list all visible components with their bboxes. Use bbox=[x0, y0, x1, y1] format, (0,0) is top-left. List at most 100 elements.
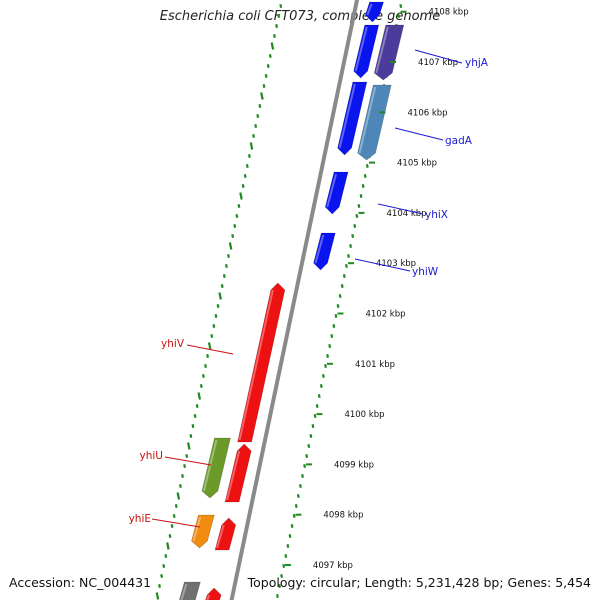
track-tick bbox=[181, 474, 184, 478]
backbone-line bbox=[229, 0, 360, 600]
track-tick bbox=[347, 254, 350, 258]
scale-label-4107: 4107 kbp bbox=[418, 58, 458, 68]
track-tick bbox=[282, 564, 286, 568]
track-tick bbox=[216, 304, 220, 308]
scale-label-4098: 4098 kbp bbox=[323, 511, 363, 521]
track-tick bbox=[206, 354, 210, 358]
reverse-gene-3-shine bbox=[216, 524, 225, 549]
track-tick bbox=[303, 464, 307, 468]
track-tick bbox=[330, 334, 334, 338]
track-tick bbox=[340, 284, 344, 288]
track-tick bbox=[178, 484, 182, 488]
track-tick bbox=[210, 334, 214, 338]
track-tick bbox=[277, 14, 281, 18]
reverse-gene-7 bbox=[179, 581, 201, 600]
track-tick bbox=[363, 174, 367, 178]
track-tick bbox=[292, 514, 296, 518]
forward-gene-3-shine bbox=[326, 173, 338, 208]
track-tick bbox=[317, 394, 321, 398]
track-tick bbox=[361, 184, 365, 188]
reverse-gene-1-body bbox=[237, 282, 286, 443]
reverse-gene-3 bbox=[214, 517, 237, 551]
forward-gene-4-shine bbox=[314, 234, 325, 264]
track-tick bbox=[183, 464, 187, 468]
track-tick bbox=[351, 234, 355, 238]
reverse-gene-1-shine bbox=[238, 289, 274, 441]
gene-label-yhjA: yhjA bbox=[465, 57, 489, 69]
track-tick bbox=[256, 114, 260, 118]
track-tick bbox=[355, 214, 359, 218]
track-tick bbox=[273, 34, 276, 38]
reverse-gene-6 bbox=[191, 514, 215, 549]
track-tick bbox=[247, 154, 251, 158]
track-tick bbox=[155, 592, 160, 600]
forward-gene-7-body bbox=[357, 84, 392, 161]
track-tick bbox=[162, 564, 166, 568]
track-tick bbox=[228, 242, 233, 250]
track-tick bbox=[349, 244, 353, 248]
track-tick bbox=[224, 264, 228, 268]
track-tick bbox=[249, 142, 254, 150]
track-tick bbox=[172, 514, 176, 518]
track-tick bbox=[195, 404, 199, 408]
reverse-gene-6-body bbox=[191, 514, 215, 549]
gene-label-yhiV: yhiV bbox=[161, 338, 185, 350]
reverse-gene-1 bbox=[237, 282, 286, 443]
forward-gene-7-shine bbox=[358, 86, 377, 154]
reverse-gene-5-body bbox=[201, 437, 231, 499]
track-tick bbox=[334, 314, 338, 318]
track-tick bbox=[264, 74, 268, 78]
forward-gene-2-shine bbox=[338, 83, 356, 149]
track-tick bbox=[243, 174, 247, 178]
track-tick bbox=[262, 84, 266, 88]
track-tick bbox=[365, 164, 369, 168]
track-tick bbox=[260, 92, 264, 100]
track-tick bbox=[199, 384, 203, 388]
track-tick bbox=[235, 214, 239, 218]
gene-label-yhiE: yhiE bbox=[129, 513, 151, 525]
forward-gene-6-body bbox=[373, 24, 405, 81]
gene-leader-yhiU bbox=[164, 456, 212, 466]
reverse-gene-6-shine bbox=[192, 516, 202, 542]
forward-gene-5 bbox=[365, 1, 384, 23]
forward-gene-2-body bbox=[337, 81, 368, 156]
track-tick bbox=[342, 274, 346, 278]
reverse-gene-3-body bbox=[214, 517, 237, 551]
track-tick bbox=[338, 294, 342, 298]
reverse-gene-5 bbox=[201, 437, 231, 499]
scale-label-4106: 4106 kbp bbox=[408, 108, 448, 118]
forward-gene-6-shine bbox=[375, 26, 389, 74]
track-tick bbox=[305, 454, 309, 458]
forward-gene-6 bbox=[373, 24, 405, 81]
track-tick bbox=[266, 64, 270, 68]
forward-gene-5-shine bbox=[366, 3, 373, 16]
reverse-gene-5-shine bbox=[202, 439, 218, 492]
reverse-gene-4-shine bbox=[206, 594, 211, 600]
track-tick bbox=[187, 442, 191, 450]
gene-leader-yhiE bbox=[151, 518, 201, 528]
track-tick bbox=[207, 342, 212, 350]
track-tick bbox=[214, 314, 218, 318]
track-tick bbox=[344, 264, 348, 268]
track-tick bbox=[296, 494, 300, 498]
forward-gene-1 bbox=[353, 24, 380, 79]
track-tick bbox=[245, 164, 249, 168]
track-tick bbox=[357, 204, 361, 208]
reverse-gene-2-body bbox=[224, 443, 252, 503]
forward-gene-5-body bbox=[365, 1, 384, 23]
gene-leader-yhiW bbox=[354, 258, 411, 272]
track-tick bbox=[204, 364, 207, 368]
track-tick bbox=[197, 392, 202, 400]
track-tick bbox=[319, 384, 323, 388]
track-tick bbox=[275, 24, 278, 28]
forward-gene-1-shine bbox=[354, 26, 368, 72]
gene-leader-yhiV bbox=[186, 344, 234, 355]
forward-gene-4 bbox=[313, 232, 336, 271]
track-tick bbox=[286, 544, 290, 548]
scale-label-4103: 4103 kbp bbox=[376, 259, 416, 269]
scale-label-4097: 4097 kbp bbox=[313, 561, 353, 571]
track-tick bbox=[315, 404, 319, 408]
track-tick bbox=[307, 444, 311, 448]
outer-tick-track bbox=[155, 4, 283, 600]
